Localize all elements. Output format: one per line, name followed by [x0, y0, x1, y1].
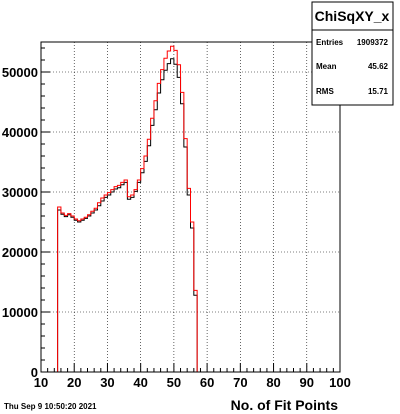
histogram-bin	[84, 217, 87, 372]
histogram-bin	[194, 290, 197, 372]
x-tick-label: 60	[200, 375, 214, 390]
stats-entries-value: 1909372	[357, 38, 389, 47]
y-tick-label: 10000	[2, 305, 38, 320]
histogram-bin	[141, 169, 144, 372]
histogram-bin	[174, 50, 177, 372]
histogram-bin	[111, 190, 114, 372]
histogram-bin	[151, 118, 154, 372]
y-tick-label: 20000	[2, 245, 38, 260]
histogram-bin	[58, 207, 61, 372]
histogram-bin	[127, 197, 130, 372]
histogram-bin	[177, 65, 180, 372]
histogram-bin	[154, 101, 157, 372]
timestamp: Thu Sep 9 10:50:20 2021	[4, 402, 97, 411]
tick-labels: 10 20 30 40 50 60 70 80 90 100 0 10000 20000 30000 400…	[2, 65, 351, 390]
histogram-bin	[71, 216, 74, 372]
grid-lines	[41, 42, 340, 372]
histogram-bin	[91, 211, 94, 372]
x-tick-label: 50	[167, 375, 181, 390]
x-tick-label: 20	[67, 375, 81, 390]
histogram-bin	[74, 219, 77, 372]
histogram-bin	[101, 198, 104, 372]
histogram-bin	[191, 222, 194, 372]
plot-frame	[40, 41, 341, 373]
x-axis-title: No. of Fit Points	[231, 397, 339, 413]
stats-rms-value: 15.71	[368, 87, 389, 96]
y-tick-label: 50000	[2, 65, 38, 80]
stats-entries-label: Entries	[316, 38, 344, 47]
x-tick-label: 80	[266, 375, 280, 390]
histogram-bin	[78, 221, 81, 372]
histogram-bin	[117, 185, 120, 372]
y-tick-label: 0	[31, 365, 38, 380]
histogram-bin	[187, 188, 190, 372]
y-tick-label: 40000	[2, 125, 38, 140]
histogram-bin	[124, 180, 127, 372]
x-tick-label: 90	[300, 375, 314, 390]
stats-mean-value: 45.62	[368, 62, 389, 71]
histogram-bin	[68, 214, 71, 372]
histogram-bin	[167, 51, 170, 372]
histogram-bin	[161, 70, 164, 372]
histogram-bin	[88, 215, 91, 372]
histogram-bin	[61, 213, 64, 372]
histogram-series	[57, 45, 340, 373]
stats-box: ChiSqXY_x Entries 1909372 Mean 45.62 RMS…	[311, 1, 394, 106]
histogram-bin	[107, 193, 110, 372]
histogram-bin	[144, 156, 147, 372]
histogram-bin	[184, 139, 187, 372]
stats-box-frame	[311, 1, 394, 106]
histogram-bin	[171, 46, 174, 372]
x-tick-label: 10	[34, 375, 48, 390]
histogram-bin	[181, 92, 184, 372]
x-tick-label: 30	[100, 375, 114, 390]
histogram-bin	[94, 208, 97, 372]
histogram-bin	[147, 139, 150, 372]
histogram-bin	[114, 187, 117, 372]
histogram-bin	[121, 182, 124, 372]
histogram-bin	[81, 219, 84, 372]
histogram-bin	[104, 195, 107, 372]
stats-mean-label: Mean	[316, 62, 337, 71]
histogram-bin	[137, 180, 140, 372]
histogram-bin	[157, 83, 160, 372]
stats-title: ChiSqXY_x	[315, 8, 390, 24]
histogram-bin	[97, 203, 100, 372]
x-tick-label: 70	[233, 375, 247, 390]
stats-rms-label: RMS	[316, 87, 334, 96]
histogram-bin	[64, 215, 67, 372]
histogram-bin	[134, 190, 137, 372]
y-tick-label: 30000	[2, 185, 38, 200]
axis-ticks	[40, 47, 341, 373]
histogram-bin	[131, 195, 134, 372]
histogram-bin	[164, 58, 167, 372]
x-tick-label: 100	[329, 375, 351, 390]
series-red-outline	[57, 45, 340, 373]
x-tick-label: 40	[133, 375, 147, 390]
